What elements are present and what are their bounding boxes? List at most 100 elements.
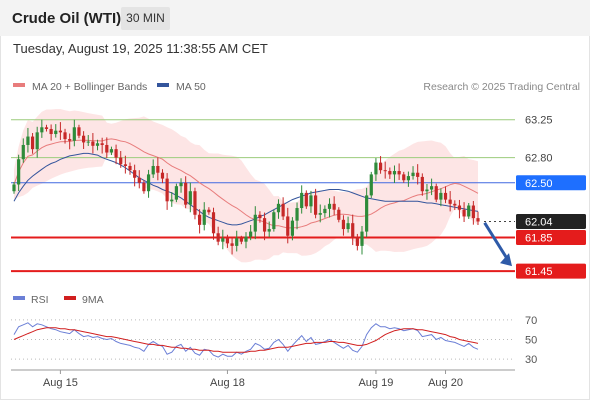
level-label-61.85: 61.85 <box>525 232 553 244</box>
candle <box>327 198 332 218</box>
level-tag-62.50 <box>516 175 586 191</box>
candle-body <box>327 203 332 209</box>
candle-body <box>91 141 95 146</box>
candle <box>68 133 72 150</box>
copyright-text: Research © 2025 Trading Central <box>423 81 580 93</box>
candle-body <box>235 238 239 246</box>
candle-body <box>281 203 285 217</box>
candle-body <box>448 199 452 204</box>
candle-body <box>174 186 178 200</box>
candle <box>72 119 76 147</box>
candle <box>109 146 114 156</box>
candle <box>434 183 438 203</box>
candle-body <box>100 143 104 145</box>
candle-body <box>295 208 299 221</box>
candle <box>425 183 429 200</box>
candle <box>267 221 271 238</box>
candle-body <box>443 192 448 200</box>
candle <box>430 178 434 196</box>
candle-body <box>63 132 67 140</box>
candle <box>77 124 81 139</box>
candle-body <box>402 174 406 181</box>
rsi-legend-swatch <box>64 296 76 300</box>
candle-body <box>430 186 434 190</box>
bollinger-band <box>14 109 478 263</box>
candle <box>198 209 202 234</box>
candle-body <box>365 195 369 232</box>
candle-body <box>253 214 257 232</box>
candle <box>300 185 304 214</box>
candle-body <box>337 209 341 220</box>
candle-body <box>72 127 76 141</box>
candle-body <box>406 176 410 181</box>
candle <box>262 212 267 241</box>
price-legend: MA 20 + Bollinger Bands MA 50 <box>13 81 206 93</box>
candle <box>156 157 160 181</box>
candle <box>314 188 318 219</box>
candle <box>448 191 452 212</box>
candle <box>253 206 257 240</box>
candle-body <box>416 172 420 177</box>
candle <box>114 144 118 165</box>
chart-datetime: Tuesday, August 19, 2025 11:38:55 AM CET <box>13 41 268 56</box>
candle-body <box>249 231 253 237</box>
candle-body <box>355 237 359 246</box>
candle-body <box>392 171 397 175</box>
candle <box>378 156 383 174</box>
candle <box>170 192 174 207</box>
candle-body <box>77 127 81 136</box>
candle-body <box>109 149 114 153</box>
candle <box>216 226 220 246</box>
candle <box>225 234 230 248</box>
candle-body <box>54 130 58 135</box>
candle <box>249 225 253 241</box>
forecast-arrowhead <box>500 253 512 267</box>
candle-body <box>17 159 21 185</box>
level-label-61.45: 61.45 <box>525 266 553 278</box>
candle <box>467 202 471 219</box>
candle <box>281 197 285 220</box>
candle <box>12 181 16 194</box>
rsi-tick-label: 30 <box>525 354 537 366</box>
candle <box>402 171 406 183</box>
candle <box>128 162 132 175</box>
x-tick-label: Aug 18 <box>210 377 245 389</box>
candle <box>476 211 480 226</box>
candle-body <box>290 220 294 236</box>
level-tag-62.04 <box>516 213 586 229</box>
timeframe-badge[interactable]: 30 MIN <box>121 7 170 30</box>
legend-swatch <box>13 83 25 87</box>
legend-swatch <box>157 83 169 87</box>
candle-body <box>216 233 220 242</box>
candle <box>258 211 262 223</box>
candle-body <box>86 141 90 143</box>
candle-body <box>286 216 290 236</box>
candle <box>439 188 443 207</box>
candle-body <box>58 130 62 133</box>
candle <box>295 202 299 230</box>
candle-body <box>221 238 225 242</box>
candle <box>392 165 397 183</box>
candle-body <box>388 171 392 175</box>
candle-body <box>146 174 151 192</box>
candle-body <box>276 203 281 213</box>
candle <box>30 133 35 154</box>
candle-body <box>114 149 118 158</box>
candle-body <box>323 208 327 214</box>
level-label-62.04: 62.04 <box>525 216 553 228</box>
candle-body <box>272 212 276 230</box>
candle <box>142 180 146 194</box>
candle-body <box>95 143 100 146</box>
candle <box>420 173 424 196</box>
candle <box>54 124 58 138</box>
x-tick-label: Aug 15 <box>43 377 78 389</box>
legend-label: MA 50 <box>176 81 206 93</box>
candle-body <box>211 212 216 234</box>
candle <box>193 187 197 220</box>
candle <box>374 158 378 181</box>
candles <box>12 119 480 255</box>
candle-body <box>378 162 383 171</box>
candle <box>82 131 86 149</box>
candle-body <box>12 184 16 192</box>
candle <box>86 135 90 146</box>
